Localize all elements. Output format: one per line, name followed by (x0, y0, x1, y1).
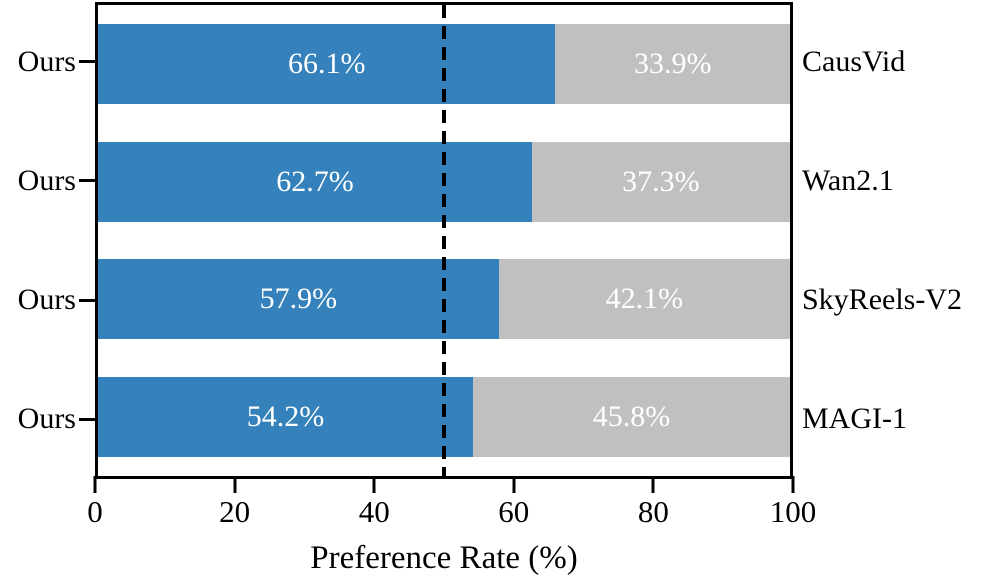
x-axis-tick (791, 476, 795, 493)
opponent-bar-segment: 37.3% (531, 141, 790, 222)
y-axis-label: Ours (17, 283, 76, 317)
y-axis-tick (79, 417, 95, 421)
opponent-label: CausVid (802, 44, 906, 78)
opponent-bar-segment: 42.1% (498, 259, 790, 340)
plot-area: 66.1% 33.9% 62.7% 37.3% (95, 2, 793, 479)
x-axis-tick (372, 476, 376, 493)
stacked-bar: 54.2% 45.8% (98, 377, 790, 458)
bar-row-wan21: 62.7% 37.3% (98, 123, 790, 241)
stacked-bar: 66.1% 33.9% (98, 23, 790, 104)
x-axis-ticks (93, 476, 795, 493)
ours-bar-segment: 62.7% (98, 141, 532, 222)
y-axis-label: Ours (17, 44, 76, 78)
opponent-bar-segment: 33.9% (555, 23, 790, 104)
opponent-bar-segment: 45.8% (473, 377, 790, 458)
y-axis-ticks (79, 2, 95, 479)
y-axis-label: Ours (17, 163, 76, 197)
x-tick-label: 80 (637, 494, 669, 529)
y-axis-tick (79, 179, 95, 183)
x-tick-label: 0 (87, 494, 103, 529)
x-axis-tick (651, 476, 655, 493)
opponent-label: SkyReels-V2 (802, 283, 962, 317)
x-tick-label: 40 (358, 494, 390, 529)
opponent-label: Wan2.1 (802, 163, 894, 197)
x-axis-tick (512, 476, 516, 493)
ours-bar-segment: 57.9% (98, 259, 499, 340)
x-tick-label: 100 (769, 494, 817, 529)
y-axis-label: Ours (17, 402, 76, 436)
opponent-label: MAGI-1 (802, 402, 907, 436)
y-axis-tick (79, 298, 95, 302)
x-axis-title: Preference Rate (%) (310, 540, 578, 576)
ours-value-label: 62.7% (276, 164, 354, 198)
opponent-value-label: 45.8% (592, 400, 671, 434)
opponent-value-label: 33.9% (633, 46, 712, 80)
bar-row-magi1: 54.2% 45.8% (98, 358, 790, 476)
fifty-percent-reference-line (442, 5, 446, 476)
bar-row-skyreels: 57.9% 42.1% (98, 241, 790, 359)
x-axis-tick (233, 476, 237, 493)
stacked-bar: 62.7% 37.3% (98, 141, 790, 222)
y-axis-tick (79, 60, 95, 64)
y-axis-labels: Ours Ours Ours Ours (0, 2, 76, 479)
ours-value-label: 54.2% (246, 400, 325, 434)
x-tick-label: 20 (219, 494, 251, 529)
stacked-bar: 57.9% 42.1% (98, 259, 790, 340)
opponent-method-labels: CausVid Wan2.1 SkyReels-V2 MAGI-1 (802, 2, 998, 479)
x-axis-tick (93, 476, 97, 493)
ours-value-label: 66.1% (287, 46, 366, 80)
x-tick-label: 60 (498, 494, 530, 529)
x-axis-tick-labels: 0 20 40 60 80 100 (87, 494, 816, 536)
opponent-value-label: 42.1% (605, 282, 684, 316)
opponent-value-label: 37.3% (622, 164, 700, 198)
bar-row-causvid: 66.1% 33.9% (98, 5, 790, 123)
ours-bar-segment: 54.2% (98, 377, 474, 458)
ours-value-label: 57.9% (259, 282, 338, 316)
ours-bar-segment: 66.1% (98, 23, 556, 104)
bar-rows: 66.1% 33.9% 62.7% 37.3% (98, 5, 790, 476)
